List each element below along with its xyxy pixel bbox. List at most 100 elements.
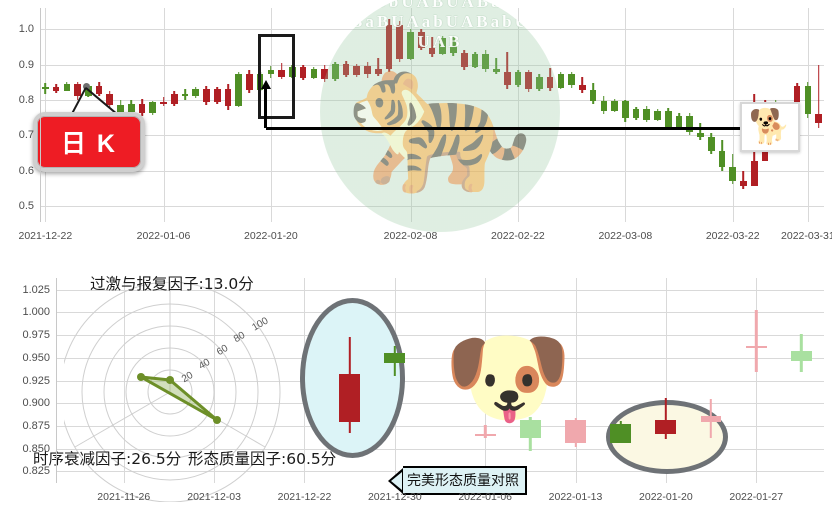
x-tick-label: 2021-11-26: [97, 491, 151, 503]
daily-k-badge[interactable]: 日 K: [30, 83, 160, 172]
candle-body: [213, 89, 221, 103]
candlestick: [675, 8, 683, 222]
candlestick: [460, 8, 468, 222]
gridline-horizontal: [56, 403, 824, 405]
candlestick: [417, 8, 425, 222]
gridline-horizontal: [56, 335, 824, 337]
x-tick-label: 2021-12-22: [18, 230, 73, 242]
candle-body: [707, 136, 715, 151]
x-tick-label: 2021-12-03: [187, 491, 241, 503]
candlestick: [621, 8, 629, 222]
candle-body: [342, 63, 350, 76]
candlestick: [332, 8, 339, 222]
candlestick: [745, 278, 767, 483]
candle-body: [503, 72, 511, 86]
gridline-vertical: [756, 278, 758, 483]
x-tick-label: 2022-01-27: [729, 491, 784, 503]
y-tick-label: 0.825: [22, 465, 50, 478]
gridline-vertical: [123, 278, 125, 483]
candlestick: [718, 8, 726, 222]
y-tick-label: 0.5: [18, 200, 34, 213]
candlestick: [127, 8, 135, 222]
candle-body: [450, 38, 457, 54]
candlestick: [42, 8, 49, 222]
candlestick: [278, 8, 285, 222]
candle-body: [643, 109, 651, 120]
x-tick-label: 2022-02-08: [383, 230, 438, 242]
candle-body: [514, 72, 522, 86]
pattern-focus-box: [258, 34, 295, 119]
candle-body: [655, 419, 677, 434]
pattern-arrow-stem: [264, 88, 267, 128]
candle-body: [332, 63, 339, 80]
candlestick: [525, 8, 532, 222]
gridline-vertical: [665, 278, 667, 483]
framed-dog-photo-sticker: 🐕: [740, 102, 800, 152]
gridline-horizontal: [56, 357, 824, 359]
candle-body: [170, 93, 178, 105]
candlestick: [203, 8, 210, 222]
candle-body: [117, 104, 124, 112]
candlestick: [342, 8, 350, 222]
perfect-pattern-ellipse: [300, 298, 405, 458]
puppies-in-box-sticker: 🐶: [428, 312, 588, 444]
candle-body: [339, 374, 361, 423]
candle-body: [460, 53, 468, 67]
candlestick: [385, 8, 393, 222]
callout-text: 完美形态质量对照: [403, 466, 527, 495]
candle-body: [396, 24, 404, 59]
x-tick-label: 2022-01-20: [639, 491, 693, 503]
candlestick: [396, 8, 404, 222]
candle-body: [815, 114, 822, 123]
candle-body: [589, 90, 597, 101]
candle-body: [565, 419, 586, 444]
candle-body: [192, 88, 200, 96]
candlestick: [493, 8, 500, 222]
candlestick: [654, 8, 661, 222]
candle-body: [160, 102, 167, 105]
candle-body: [610, 424, 632, 444]
radar-value-polygon: [139, 375, 219, 422]
factor-label-pattern-quality: 形态质量因子:60.5分: [188, 450, 337, 468]
factor-label-overreaction: 过激与报复因子:13.0分: [90, 275, 254, 293]
candle-body: [664, 111, 672, 127]
badge-hanger-knob: [83, 83, 90, 90]
candle-wick: [506, 51, 508, 90]
x-tick-label: 2022-01-06: [458, 491, 513, 503]
candlestick: [384, 278, 406, 483]
gridline-vertical: [517, 8, 519, 222]
candle-body: [321, 68, 328, 80]
candle-body: [203, 88, 210, 103]
y-tick-label: 1.000: [22, 306, 50, 319]
candle-body: [224, 89, 232, 106]
candle-body: [600, 100, 608, 111]
candlestick: [632, 8, 640, 222]
candle-body: [525, 72, 532, 90]
candlestick: [224, 8, 232, 222]
gridline-vertical: [732, 8, 734, 222]
candlestick: [815, 8, 822, 222]
y-tick-label: 1.025: [22, 283, 50, 296]
candlestick: [74, 8, 81, 222]
candle-body: [181, 93, 189, 96]
candlestick: [568, 8, 575, 222]
gridline-vertical: [575, 278, 577, 483]
candle-body: [299, 66, 307, 79]
candle-body: [621, 101, 629, 119]
candle-wick: [581, 76, 584, 93]
gridline-vertical: [270, 8, 272, 222]
candlestick: [729, 8, 737, 222]
gridline-vertical: [485, 278, 487, 483]
candle-body: [804, 85, 812, 115]
candle-body: [384, 353, 406, 364]
candlestick: [321, 8, 328, 222]
candlestick: [740, 8, 747, 222]
daily-k-badge-box[interactable]: 日 K: [33, 112, 145, 172]
candlestick: [589, 8, 597, 222]
candle-body: [374, 68, 382, 75]
candle-body: [546, 76, 554, 88]
candlestick: [611, 8, 618, 222]
candlestick: [579, 8, 586, 222]
radar-svg: [64, 282, 281, 502]
